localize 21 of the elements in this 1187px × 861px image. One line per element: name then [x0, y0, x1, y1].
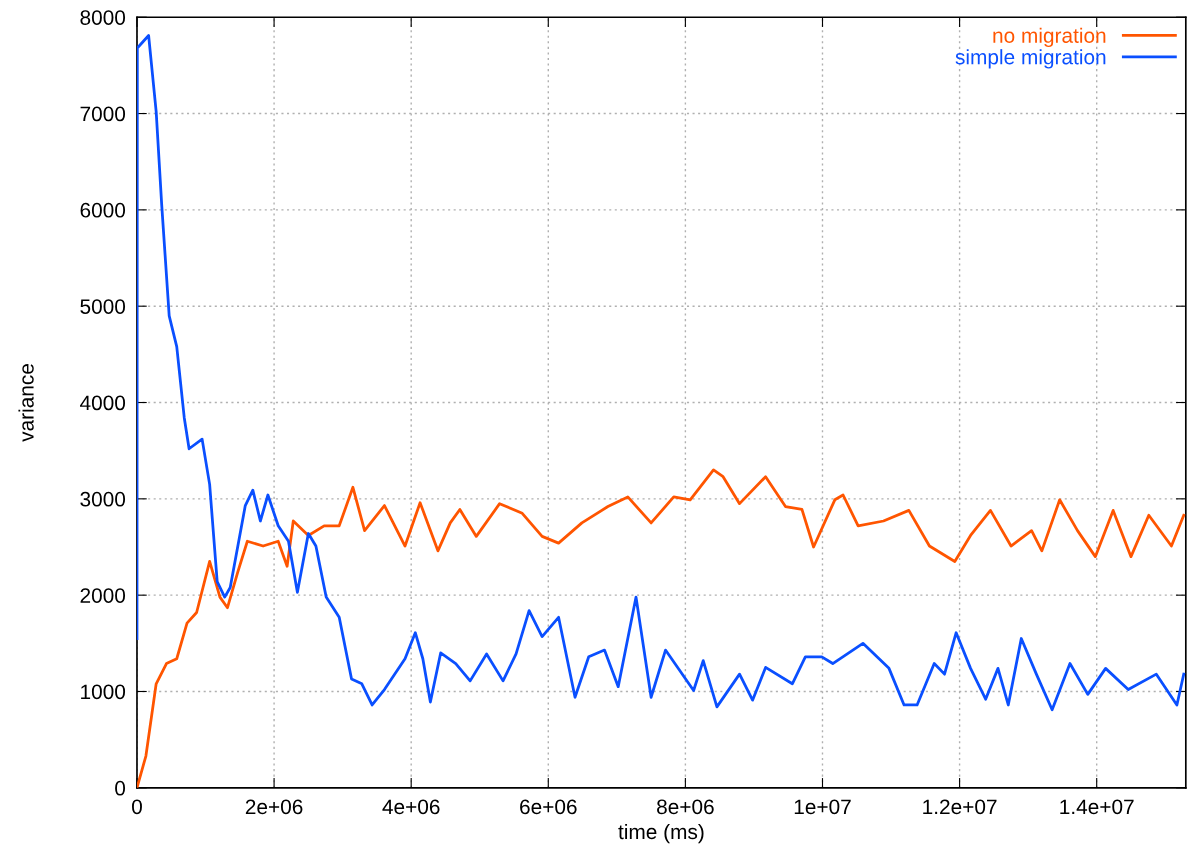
y-tick-label: 6000	[80, 202, 126, 218]
legend-label: simple migration	[955, 49, 1106, 69]
y-tick-label: 5000	[80, 299, 126, 314]
y-tick-label: 1000	[81, 684, 126, 700]
x-tick-label: 8e+06	[657, 799, 714, 815]
x-tick-label: 0	[132, 799, 142, 815]
y-tick-label: 0	[115, 780, 126, 796]
x-tick-label: 4e+06	[382, 799, 440, 815]
x-tick-label: 6e+06	[520, 799, 577, 815]
y-tick-label: 4000	[80, 395, 126, 411]
x-tick-label: 1.2e+07	[923, 799, 997, 815]
y-tick-label: 2000	[80, 588, 126, 603]
legend-label: no migration	[993, 27, 1106, 48]
y-tick-label: 3000	[80, 491, 126, 507]
y-tick-label: 8000	[80, 10, 126, 25]
y-axis-title: variance	[18, 364, 34, 442]
x-tick-label: 2e+06	[245, 799, 303, 815]
x-tick-label: 1.4e+07	[1060, 799, 1134, 815]
y-tick-label: 7000	[80, 106, 126, 122]
x-axis-title: time (ms)	[618, 823, 704, 844]
x-tick-label: 1e+07	[794, 799, 851, 815]
